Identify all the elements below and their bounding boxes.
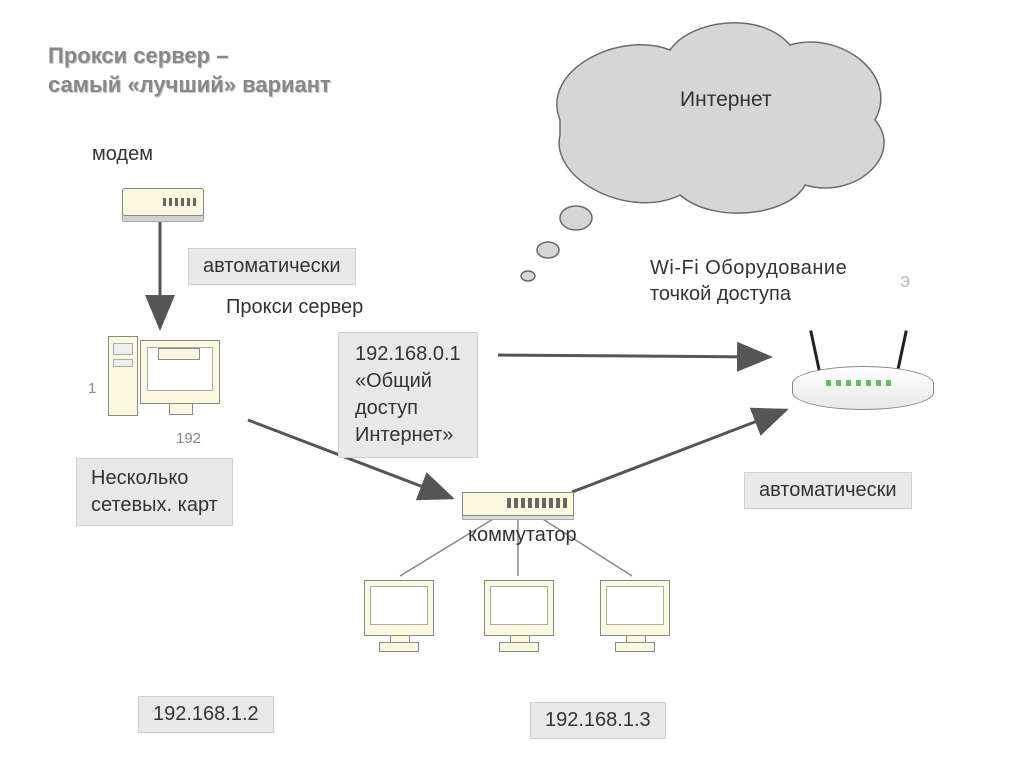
wifi-stray-char: э — [900, 270, 910, 293]
page-title: Прокси сервер – самый «лучший» вариант — [48, 42, 331, 99]
shared-access-box: 192.168.0.1 «Общий доступ Интернет» — [338, 332, 478, 458]
wifi-line2: точкой доступа — [650, 283, 791, 306]
client-pc-1 — [364, 580, 434, 636]
switch-icon — [462, 492, 574, 516]
shared-ip: 192.168.0.1 — [355, 341, 461, 368]
ip-left: 192.168.1.2 — [138, 696, 274, 733]
router-icon — [772, 336, 942, 416]
pc-side-1: 1 — [88, 380, 96, 397]
auto-label-2: автоматически — [744, 472, 912, 509]
title-line1: Прокси сервер – — [48, 42, 331, 71]
nic-box: Несколько сетевых. карт — [76, 458, 233, 526]
ip-right: 192.168.1.3 — [530, 702, 666, 739]
nic-l2: сетевых. карт — [91, 492, 218, 519]
client-pc-2 — [484, 580, 554, 636]
pc-ip-fragment: 192 — [176, 430, 201, 447]
switch-label: коммутатор — [468, 524, 577, 547]
shared-l4: Интернет» — [355, 422, 461, 449]
modem-icon — [122, 188, 204, 216]
auto-label-1: автоматически — [188, 248, 356, 285]
modem-label: модем — [92, 143, 153, 166]
wifi-line1: Wi-Fi Оборудование — [650, 257, 847, 280]
shared-l3: доступ — [355, 395, 461, 422]
client-pc-3 — [600, 580, 670, 636]
nic-l1: Несколько — [91, 465, 218, 492]
internet-label: Интернет — [680, 88, 772, 112]
proxy-label: Прокси сервер — [226, 296, 363, 319]
title-line2: самый «лучший» вариант — [48, 71, 331, 100]
shared-l2: «Общий — [355, 368, 461, 395]
